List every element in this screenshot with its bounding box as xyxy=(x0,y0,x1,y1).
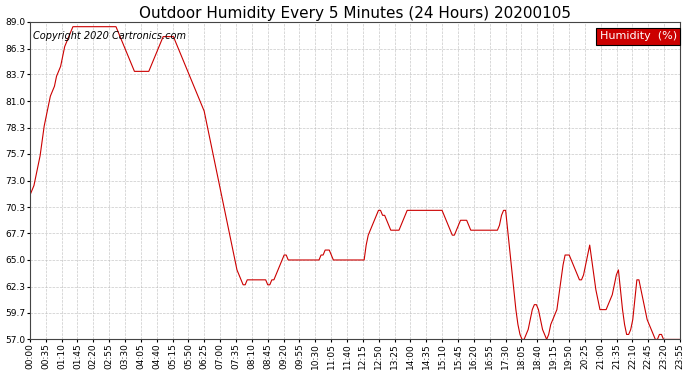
Text: Copyright 2020 Cartronics.com: Copyright 2020 Cartronics.com xyxy=(33,31,186,41)
Text: Humidity  (%): Humidity (%) xyxy=(600,31,677,41)
Title: Outdoor Humidity Every 5 Minutes (24 Hours) 20200105: Outdoor Humidity Every 5 Minutes (24 Hou… xyxy=(139,6,571,21)
